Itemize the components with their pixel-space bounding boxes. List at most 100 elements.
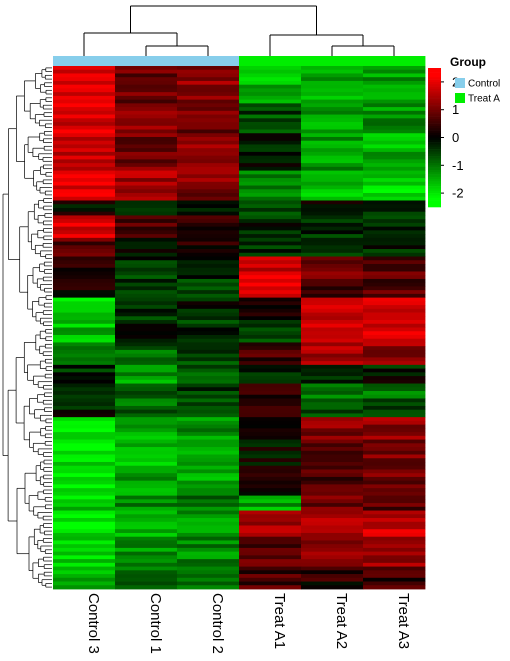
heatmap-cell (177, 376, 240, 381)
heatmap-cell (53, 316, 116, 321)
heatmap-cell (177, 166, 240, 171)
heatmap-cell (53, 521, 116, 526)
group-annotation-bar (53, 56, 426, 66)
group-legend: Group Control Treat A (450, 55, 500, 105)
heatmap-cell (363, 275, 426, 280)
heatmap-cell (239, 293, 302, 299)
heatmap-cell (53, 230, 116, 235)
heatmap-cell (53, 346, 116, 351)
heatmap-cell (239, 570, 302, 575)
heatmap-cell (115, 525, 178, 530)
heatmap-cell (177, 503, 240, 508)
heatmap-cell (115, 189, 178, 194)
heatmap-cell (363, 402, 426, 407)
heatmap-cell (115, 357, 178, 362)
heatmap-cell (53, 178, 116, 183)
heatmap-cell (177, 118, 240, 123)
heatmap-cell (115, 222, 178, 228)
heatmap-cell (53, 424, 116, 429)
heatmap-cell (363, 312, 426, 317)
heatmap-cell (301, 435, 364, 440)
heatmap-cell (301, 529, 364, 534)
heatmap-cell (115, 144, 178, 149)
heatmap-cell (53, 252, 116, 257)
heatmap-cell (177, 338, 240, 343)
heatmap-cell (177, 92, 240, 97)
heatmap-cell (301, 447, 364, 452)
heatmap-cell (115, 428, 178, 433)
heatmap-cell (177, 387, 240, 392)
column-label: Control 3 (85, 593, 102, 654)
heatmap-cell (301, 405, 364, 411)
heatmap-cell (363, 185, 426, 190)
heatmap-cell (177, 80, 240, 86)
heatmap-cell (363, 219, 426, 224)
heatmap-cell (115, 394, 178, 399)
color-scale-step (428, 146, 441, 150)
heatmap-cell (363, 540, 426, 545)
heatmap-cell (115, 211, 178, 216)
heatmap-cell (177, 547, 240, 553)
heatmap-cell (115, 529, 178, 534)
heatmap-cell (115, 476, 178, 482)
heatmap-cell (301, 555, 364, 560)
heatmap-cell (115, 349, 178, 355)
heatmap-cell (301, 342, 364, 347)
heatmap-cell (301, 495, 364, 500)
heatmap-cell (363, 443, 426, 448)
heatmap-cell (301, 450, 364, 455)
heatmap-cell (115, 125, 178, 130)
heatmap-cell (177, 559, 240, 564)
heatmap-cell (239, 458, 302, 463)
heatmap-cell (363, 488, 426, 493)
heatmap-cell (53, 271, 116, 276)
heatmap-cell (239, 178, 302, 183)
heatmap-cell (301, 144, 364, 149)
heatmap-cell (177, 420, 240, 426)
heatmap-cell (115, 249, 178, 254)
heatmap-cell (177, 327, 240, 332)
heatmap-cell (301, 237, 364, 242)
color-scale-step (428, 112, 441, 115)
heatmap-cell (53, 249, 116, 254)
heatmap-cell (301, 271, 364, 276)
heatmap-cell (53, 327, 116, 332)
heatmap-cell (363, 577, 426, 582)
heatmap-cell (115, 585, 178, 590)
heatmap-cell (53, 282, 116, 287)
heatmap-cell (239, 581, 302, 586)
heatmap-cell (115, 77, 178, 82)
heatmap-cell (115, 163, 178, 168)
heatmap-cell (363, 417, 426, 422)
heatmap-cell (53, 473, 116, 478)
heatmap-cell (239, 241, 302, 246)
heatmap-cell (301, 151, 364, 157)
heatmap-cell (53, 312, 116, 317)
heatmap-cell (53, 574, 116, 579)
heatmap-cell (239, 92, 302, 97)
heatmap-cell (239, 331, 302, 336)
heatmap-cell (177, 413, 240, 418)
heatmap-cell (115, 320, 178, 325)
heatmap-cell (301, 562, 364, 567)
heatmap-cell (177, 469, 240, 474)
heatmap-cell (363, 103, 426, 108)
heatmap-cell (53, 338, 116, 343)
heatmap-cell (115, 234, 178, 239)
heatmap-cell (115, 574, 178, 579)
heatmap-cell (363, 439, 426, 444)
heatmap-cell (363, 245, 426, 250)
heatmap-cell (177, 140, 240, 145)
heatmap-cell (115, 551, 178, 556)
heatmap-cell (115, 129, 178, 134)
heatmap-cell (177, 237, 240, 242)
color-scale-step (428, 149, 441, 152)
heatmap-cell (177, 66, 240, 71)
heatmap-cell (53, 529, 116, 534)
heatmap-cell (239, 540, 302, 545)
heatmap-cell (239, 144, 302, 149)
heatmap-cell (239, 122, 302, 127)
heatmap-cell (239, 84, 302, 89)
heatmap-cell (363, 144, 426, 149)
heatmap-cell (301, 267, 364, 272)
